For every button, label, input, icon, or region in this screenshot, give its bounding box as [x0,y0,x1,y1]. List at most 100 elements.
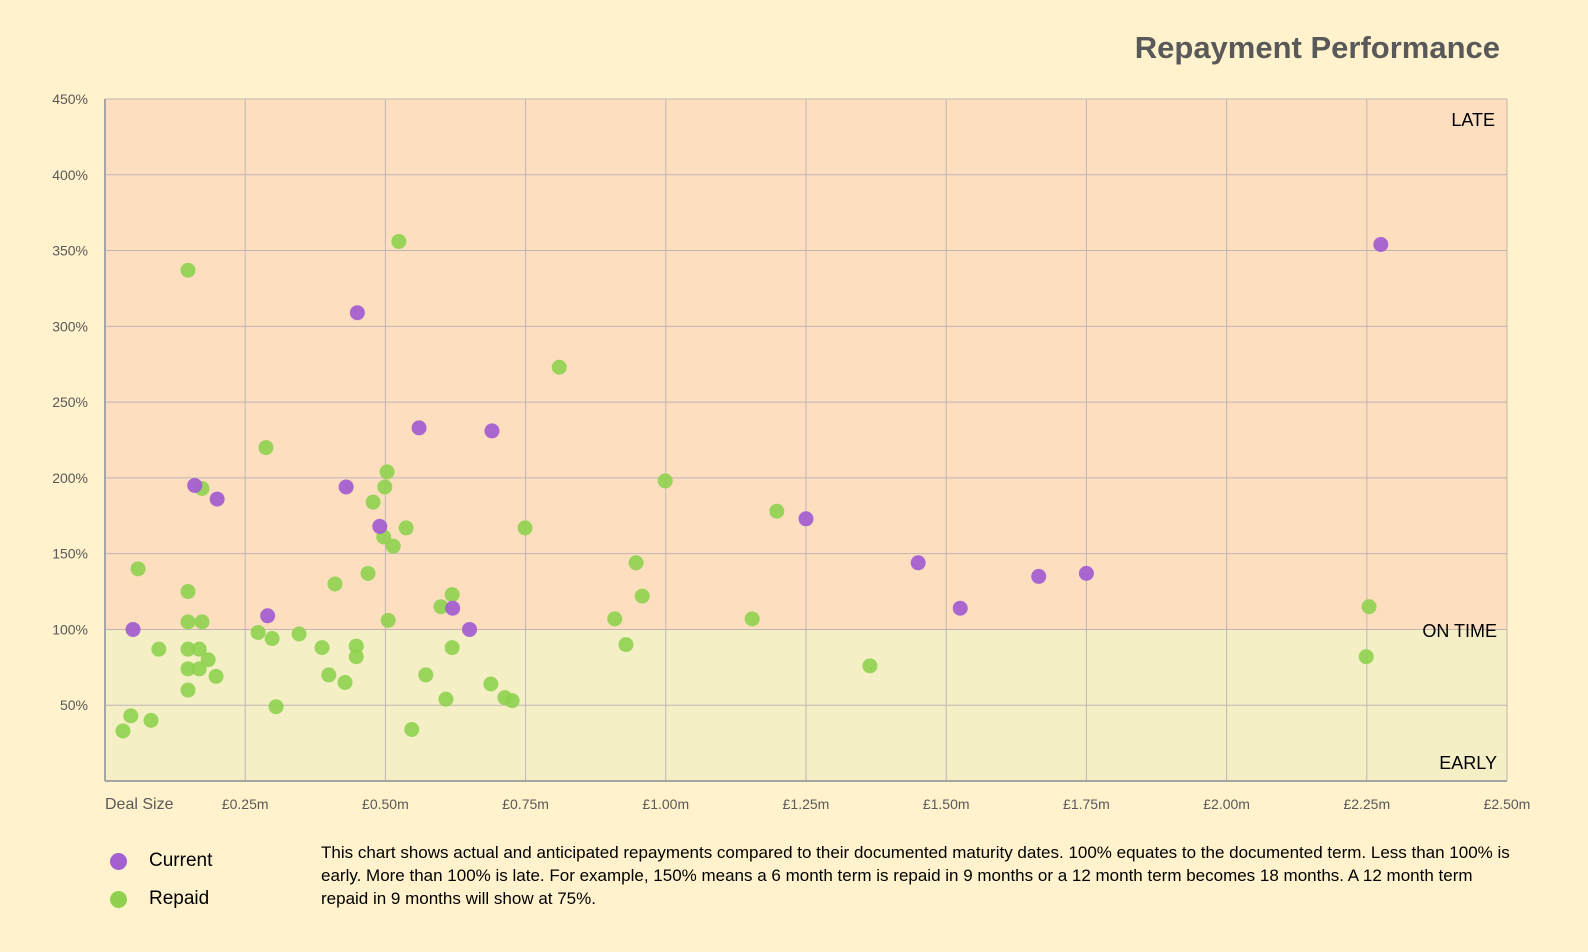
data-point-repaid [348,638,364,654]
data-point-repaid [438,691,454,707]
x-axis-label: Deal Size [105,796,174,813]
data-point-repaid [433,599,449,615]
data-point-repaid [404,721,420,737]
data-point-repaid [444,640,460,656]
data-point-repaid [657,473,673,489]
x-tick-label: £0.50m [362,796,409,812]
x-tick-label: £0.25m [222,796,269,812]
y-tick-label: 300% [52,318,88,334]
data-point-repaid [348,649,364,665]
data-point-repaid [180,584,196,600]
data-point-repaid [634,588,650,604]
y-tick-label: 200% [52,470,88,486]
data-point-repaid [258,440,274,456]
data-point-repaid [862,658,878,674]
data-point-repaid [380,612,396,628]
x-tick-label: £2.50m [1484,796,1531,812]
data-point-repaid [337,674,353,690]
y-tick-label: 250% [52,394,88,410]
data-point-repaid [191,641,207,657]
data-point-repaid [744,611,760,627]
data-point-repaid [365,494,381,510]
data-point-repaid [483,676,499,692]
data-point-repaid [250,624,266,640]
data-point-repaid [321,667,337,683]
data-point-repaid [1358,649,1374,665]
data-point-repaid [769,503,785,519]
legend-item-current: Current [110,842,212,880]
legend-marker-repaid [110,890,127,908]
x-tick-label: £0.75m [502,796,549,812]
data-point-repaid [418,667,434,683]
data-point-current [1078,565,1094,581]
data-point-current [952,600,968,616]
data-point-repaid [291,626,307,642]
data-point-current [1373,236,1389,252]
data-point-repaid [180,262,196,278]
data-point-current [910,555,926,571]
data-point-repaid [377,479,393,495]
y-tick-label: 50% [60,697,88,713]
data-point-repaid [398,520,414,536]
data-point-repaid [264,631,280,647]
data-point-current [187,477,203,493]
data-point-current [372,518,388,534]
legend-marker-current [110,852,127,870]
data-point-repaid [517,520,533,536]
data-point-current [209,491,225,507]
data-point-repaid [314,640,330,656]
legend: Current Repaid [110,842,212,918]
data-point-repaid [618,637,634,653]
data-point-current [338,479,354,495]
x-tick-label: £1.50m [923,796,970,812]
data-point-current [125,621,141,637]
data-point-current [411,420,427,436]
data-point-repaid [607,611,623,627]
legend-label-current: Current [149,850,213,871]
data-point-repaid [115,723,131,739]
data-point-repaid [180,641,196,657]
data-point-repaid [180,614,196,630]
legend-item-repaid: Repaid [110,880,212,918]
chart-note: This chart shows actual and anticipated … [321,843,1510,908]
data-point-repaid [391,233,407,249]
data-point-repaid [444,587,460,603]
data-point-repaid [379,464,395,480]
data-point-repaid [551,359,567,375]
data-point-repaid [1361,599,1377,615]
data-point-current [1031,568,1047,584]
data-point-repaid [268,699,284,715]
data-point-repaid [327,576,343,592]
y-tick-label: 400% [52,167,88,183]
data-point-repaid [194,614,210,630]
data-point-repaid [180,682,196,698]
data-point-repaid [130,561,146,577]
data-point-repaid [504,693,520,709]
data-point-repaid [360,565,376,581]
data-point-current [462,621,478,637]
data-point-repaid [123,708,139,724]
data-point-repaid [385,538,401,554]
x-tick-label: £2.00m [1203,796,1250,812]
annotation-early: EARLY [1439,753,1497,773]
y-tick-label: 350% [52,243,88,259]
data-point-current [445,600,461,616]
y-tick-label: 150% [52,546,88,562]
data-point-repaid [208,668,224,684]
x-tick-label: £2.25m [1343,796,1390,812]
y-tick-label: 100% [52,621,88,637]
data-point-repaid [151,641,167,657]
data-point-repaid [191,661,207,677]
data-point-repaid [143,712,159,728]
y-tick-label: 450% [52,91,88,107]
data-point-current [484,423,500,439]
data-point-current [349,305,365,321]
annotation-on-time: ON TIME [1422,621,1497,641]
data-point-repaid [180,661,196,677]
chart-title: Repayment Performance [1134,30,1500,65]
data-point-current [260,608,276,624]
x-tick-label: £1.75m [1063,796,1110,812]
data-point-current [798,511,814,527]
legend-label-repaid: Repaid [149,888,210,909]
